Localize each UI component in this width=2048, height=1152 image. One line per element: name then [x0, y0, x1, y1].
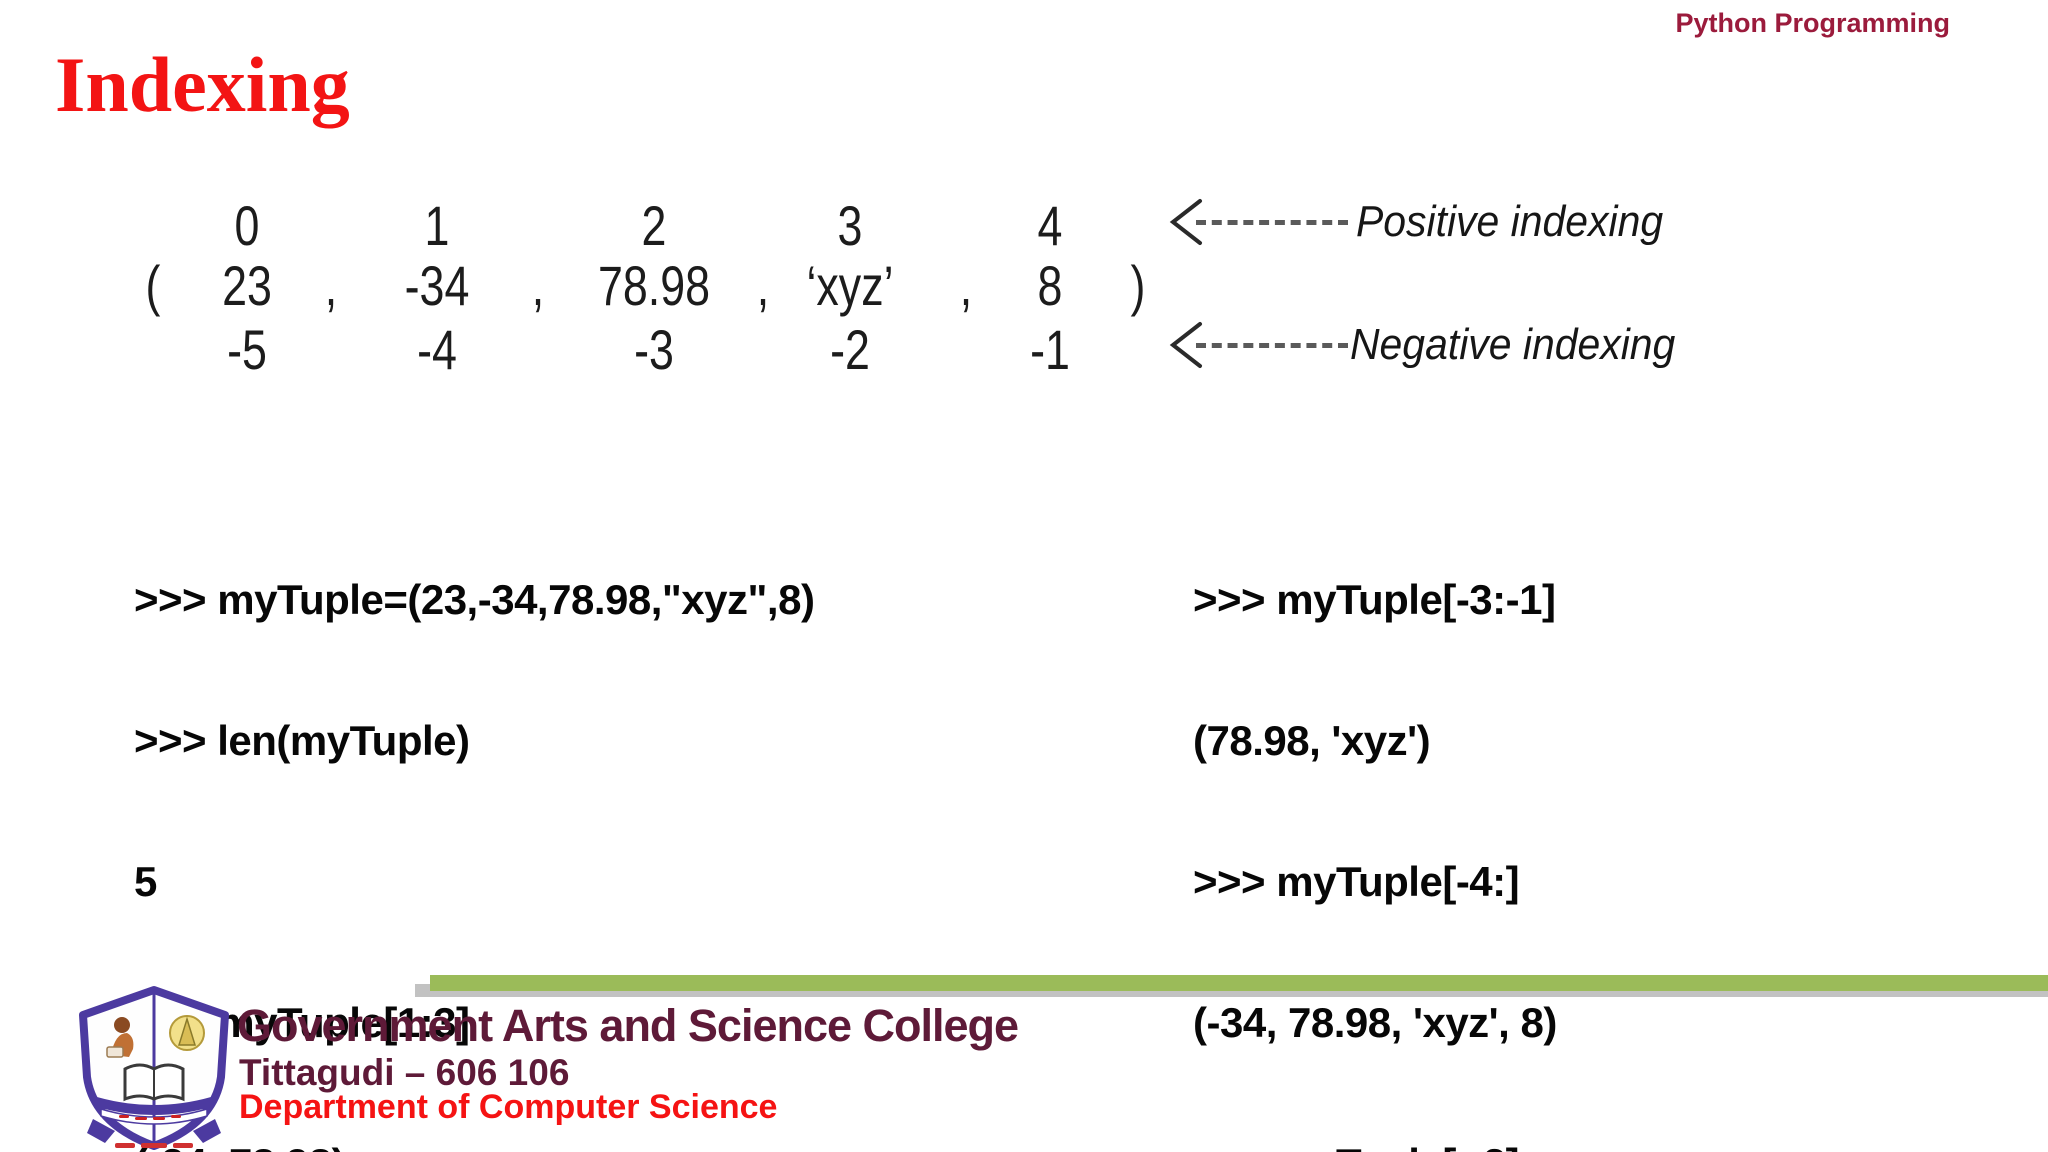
tuple-value-row: ( 23 , -34 , 78.98 , ‘xyz’ , 8 ) [0, 258, 2048, 318]
tuple-token: 78.98 [597, 254, 711, 317]
tuple-token: , [531, 254, 545, 317]
code-line: >>> myTuple[:-2] [1193, 1140, 1625, 1152]
tuple-token: 8 [1037, 254, 1063, 317]
negative-index: -2 [830, 318, 870, 381]
left-arrow-icon [1169, 322, 1202, 368]
positive-index: 2 [641, 194, 667, 257]
negative-index: -4 [417, 318, 457, 381]
tuple-token: -34 [404, 254, 470, 317]
code-line: (-34, 78.98) [134, 1140, 814, 1152]
college-emblem-shield-icon [79, 986, 229, 1150]
tuple-token: ‘xyz’ [806, 254, 894, 317]
negative-index: -3 [634, 318, 674, 381]
left-arrow-icon [1169, 199, 1202, 245]
positive-index: 4 [1037, 194, 1063, 257]
negative-index: -5 [227, 318, 267, 381]
tuple-token: 23 [222, 254, 272, 317]
college-name: Government Arts and Science College [237, 1000, 1019, 1051]
tuple-token: ) [1130, 254, 1146, 317]
negative-indexing-label: Negative indexing [1350, 320, 1676, 369]
footer-accent-bar [430, 975, 2048, 991]
code-line: (-34, 78.98, 'xyz', 8) [1193, 999, 1557, 1046]
tuple-token: ( [145, 254, 161, 317]
code-line: >>> myTuple[-4:] [1193, 858, 1520, 905]
course-label: Python Programming [1675, 8, 1950, 38]
code-line: >>> myTuple=(23,-34,78.98,"xyz",8) [134, 576, 815, 623]
negative-indexing-annotation: Negative indexing [1168, 320, 1700, 370]
positive-index: 0 [234, 194, 260, 257]
positive-index: 3 [837, 194, 863, 257]
positive-index-row: 0 1 2 3 4 [0, 198, 2048, 258]
negative-index: -1 [1030, 318, 1070, 381]
department-name: Department of Computer Science [239, 1088, 778, 1126]
college-location: Tittagudi – 606 106 [239, 1052, 570, 1093]
negative-index-row: -5 -4 -3 -2 -1 [0, 322, 2048, 382]
tuple-indexing-diagram: 0 1 2 3 4 ( 23 , -34 , 78.98 , ‘xyz’ , 8… [0, 0, 2048, 400]
code-line: 5 [134, 858, 157, 905]
positive-indexing-label: Positive indexing [1356, 197, 1664, 246]
code-line: >>> myTuple[-3:-1] [1193, 576, 1556, 623]
dashed-line [1196, 219, 1348, 225]
code-line: (78.98, 'xyz') [1193, 717, 1431, 764]
dashed-line [1196, 342, 1348, 348]
tuple-token: , [756, 254, 770, 317]
tuple-token: , [959, 254, 973, 317]
code-line: >>> len(myTuple) [134, 717, 470, 764]
positive-indexing-annotation: Positive indexing [1168, 197, 1686, 247]
college-logo [75, 985, 233, 1152]
code-example-right: >>> myTuple[-3:-1] (78.98, 'xyz') >>> my… [1193, 482, 1625, 1152]
page-title: Indexing [55, 41, 350, 128]
positive-index: 1 [424, 194, 450, 257]
tuple-token: , [324, 254, 338, 317]
